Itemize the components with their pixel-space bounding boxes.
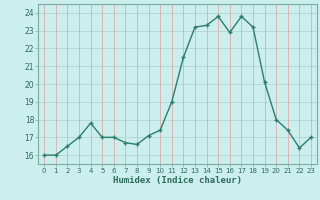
X-axis label: Humidex (Indice chaleur): Humidex (Indice chaleur) [113, 176, 242, 185]
